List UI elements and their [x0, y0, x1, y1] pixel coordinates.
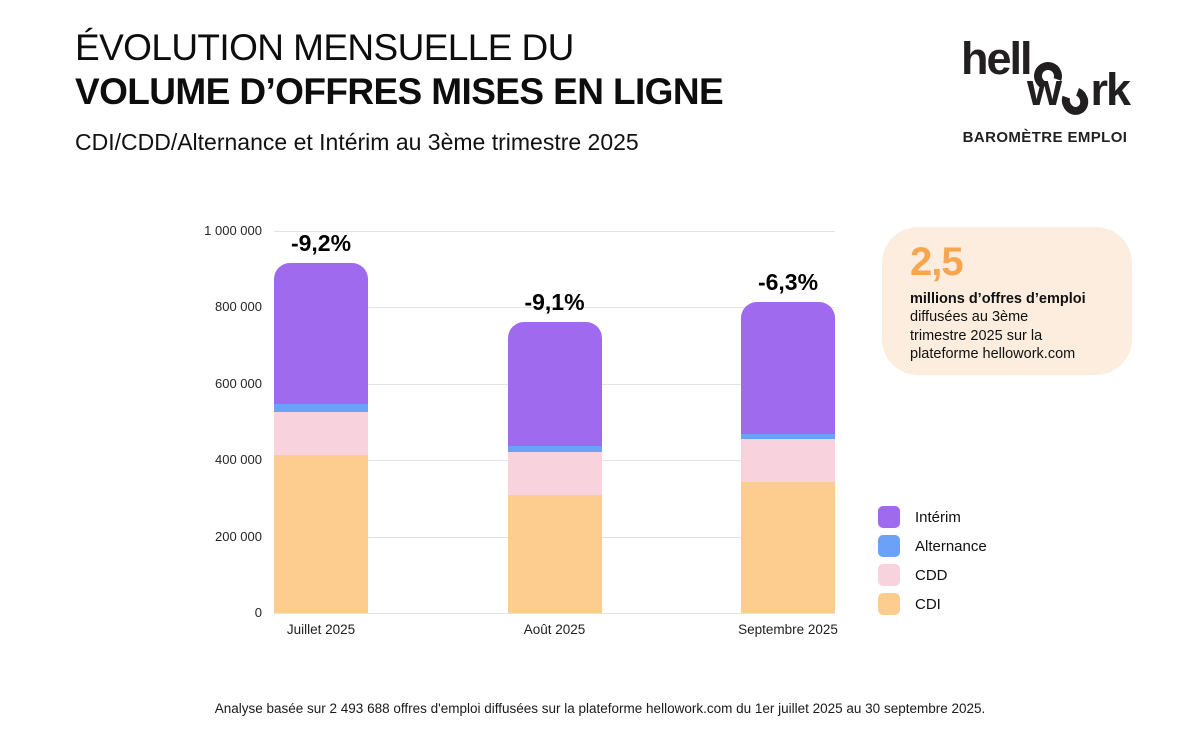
legend-swatch-icon	[878, 506, 900, 528]
logo-line-1: hell	[961, 33, 1129, 95]
logo-open-o-icon	[1057, 82, 1094, 120]
legend-label: Alternance	[915, 537, 987, 555]
segment-alternance	[274, 403, 368, 413]
x-axis-label: Septembre 2025	[738, 622, 838, 637]
segment-cdi	[741, 481, 835, 613]
y-axis-tick-label: 400 000	[215, 452, 262, 468]
x-axis-label: Juillet 2025	[286, 622, 356, 637]
segment-alternance	[741, 434, 835, 440]
logo-text-w: w	[1027, 64, 1062, 115]
bar-change-label: -9,2%	[290, 230, 352, 257]
segment-cdi	[507, 494, 602, 613]
footer-note: Analyse basée sur 2 493 688 offres d'emp…	[214, 701, 986, 716]
legend-item-intérim: Intérim	[878, 506, 987, 528]
highlight-card: 2,5 millions d’offres d’emploi diffusées …	[882, 227, 1132, 375]
stacked-bar	[741, 302, 835, 613]
y-axis-tick-label: 200 000	[215, 528, 262, 544]
highlight-text-bold: millions d’offres d’emploi	[910, 291, 1086, 307]
bar-juillet-2025: -9,2% Juillet 2025	[274, 230, 368, 637]
stacked-bar	[274, 263, 368, 613]
highlight-value: 2,5	[910, 240, 964, 284]
gridline-800000	[274, 307, 835, 309]
logo-text-hell: hell	[961, 33, 1033, 84]
segment-cdd	[274, 412, 368, 456]
page-title: ÉVOLUTION MENSUELLE DU VOLUME D’OFFRES M…	[75, 26, 724, 156]
y-axis-tick-label: 0	[254, 605, 262, 620]
stacked-bar-chart: 0 200 000 400 000 600 000 800 000 1 000 000 -…	[204, 223, 838, 637]
subtitle: CDI/CDD/Alternance et Intérim au 3ème tr…	[75, 129, 639, 156]
legend-label: Intérim	[915, 508, 961, 526]
legend-swatch-icon	[878, 593, 900, 615]
highlight-text-rest: diffusées au 3ème trimestre 2025 sur la …	[910, 309, 1076, 363]
legend-item-cdd: CDD	[878, 564, 987, 586]
bar-change-label: -6,3%	[757, 269, 819, 296]
y-axis-tick-label: 600 000	[215, 375, 262, 391]
y-axis-tick-label: 1 000 000	[204, 223, 262, 238]
segment-intérim	[274, 263, 368, 404]
logo-line-2: w rk	[1027, 64, 1131, 120]
legend-label: CDI	[915, 595, 941, 613]
segment-intérim	[741, 302, 835, 435]
segment-cdd	[507, 451, 602, 495]
legend-swatch-icon	[878, 535, 900, 557]
segment-alternance	[507, 446, 602, 452]
legend-item-cdi: CDI	[878, 593, 987, 615]
segment-cdd	[741, 439, 835, 482]
bar-change-label: -9,1%	[524, 288, 585, 315]
legend-label: CDD	[915, 566, 948, 584]
hellowork-logo: hell w rk BAROMÈTRE EMPLOI	[961, 33, 1131, 146]
legend-swatch-icon	[878, 564, 900, 586]
chart-legend: Intérim Alternance CDD CDI	[878, 506, 987, 615]
x-axis-label: Août 2025	[523, 622, 586, 637]
segment-intérim	[507, 321, 602, 447]
stacked-bar	[507, 321, 602, 613]
gridline-0	[274, 613, 835, 614]
bars-layer: -9,2% Juillet 2025 -9,1% Août 2025 -6,3% Sept…	[274, 230, 838, 637]
title-line-1: ÉVOLUTION MENSUELLE DU	[75, 27, 574, 68]
highlight-text: millions d’offres d’emploi diffusées au 3…	[910, 290, 1086, 364]
logo-text-rk: rk	[1090, 64, 1131, 115]
gridline-1000000	[274, 231, 835, 232]
title-line-2: VOLUME D’OFFRES MISES EN LIGNE	[75, 70, 724, 112]
bar-août-2025: -9,1% Août 2025	[507, 289, 602, 637]
segment-cdi	[274, 455, 368, 613]
bar-septembre-2025: -6,3% Septembre 2025	[738, 269, 838, 637]
logo-tagline: BAROMÈTRE EMPLOI	[962, 129, 1128, 146]
legend-item-alternance: Alternance	[878, 535, 987, 557]
y-axis-tick-label: 800 000	[215, 299, 262, 315]
